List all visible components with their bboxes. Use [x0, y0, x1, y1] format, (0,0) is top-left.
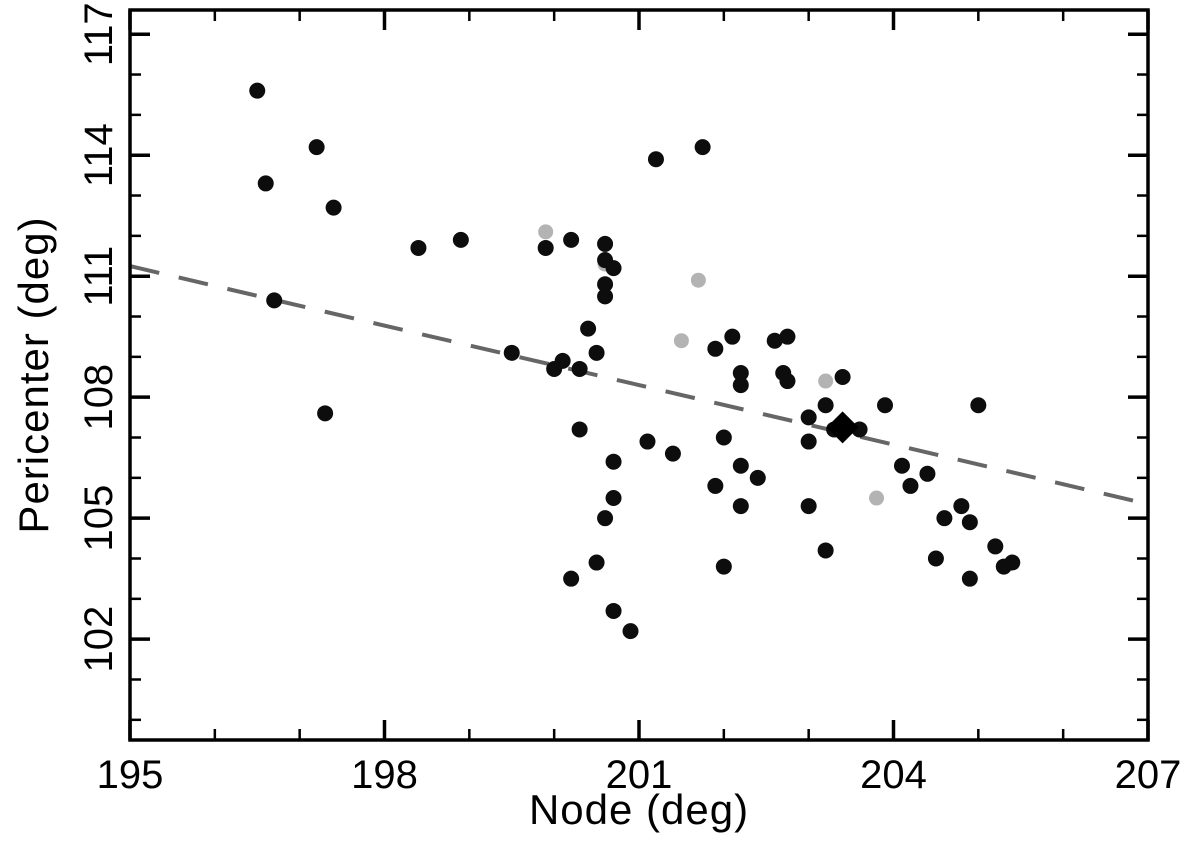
point-marker	[563, 570, 580, 587]
gray-points	[538, 224, 885, 506]
point-marker	[308, 139, 325, 156]
point-marker	[800, 498, 817, 515]
point-marker	[249, 82, 266, 99]
point-marker	[869, 490, 885, 506]
point-marker	[317, 405, 334, 422]
point-marker	[588, 344, 605, 361]
point-marker	[571, 421, 588, 438]
point-marker	[605, 260, 622, 277]
trend-line	[129, 264, 1149, 507]
point-marker	[605, 490, 622, 507]
point-marker	[664, 445, 681, 462]
point-marker	[588, 554, 605, 571]
y-tick-label: 114	[77, 123, 121, 187]
black-points	[249, 82, 1021, 640]
point-marker	[597, 510, 614, 527]
point-marker	[779, 328, 796, 345]
point-marker	[673, 333, 689, 349]
x-tick-label: 195	[97, 753, 164, 797]
y-tick-label: 105	[77, 485, 121, 552]
point-marker	[834, 369, 851, 386]
plot-frame	[128, 8, 1150, 742]
point-marker	[927, 550, 944, 567]
point-marker	[410, 239, 427, 256]
point-marker	[936, 510, 953, 527]
point-marker	[766, 332, 783, 349]
point-marker	[266, 292, 283, 309]
point-marker	[818, 373, 834, 389]
point-marker	[732, 498, 749, 515]
point-marker	[724, 328, 741, 345]
y-axis-label: Pericenter (deg)	[10, 216, 57, 534]
y-tick-label: 117	[77, 2, 121, 66]
point-marker	[537, 239, 554, 256]
y-tick-label: 102	[77, 606, 121, 673]
point-marker	[597, 288, 614, 305]
point-marker	[800, 409, 817, 426]
point-marker	[1004, 554, 1021, 571]
point-marker	[605, 453, 622, 470]
point-marker	[571, 360, 588, 377]
point-marker	[622, 623, 639, 640]
point-marker	[817, 397, 834, 414]
point-marker	[749, 469, 766, 486]
point-marker	[732, 377, 749, 394]
point-marker	[690, 272, 706, 288]
point-marker	[877, 397, 894, 414]
point-marker	[707, 340, 724, 357]
point-marker	[580, 320, 597, 337]
point-marker	[605, 602, 622, 619]
point-marker	[503, 344, 520, 361]
point-marker	[779, 373, 796, 390]
point-marker	[597, 235, 614, 252]
y-tick-label: 111	[77, 246, 121, 307]
point-marker	[694, 139, 711, 156]
point-marker	[546, 360, 563, 377]
point-marker	[639, 433, 656, 450]
tick-labels: 195 198 201 204 207 102 105 108 111 114 117	[77, 2, 1181, 797]
point-marker	[715, 429, 732, 446]
point-marker	[563, 231, 580, 248]
point-marker	[893, 457, 910, 474]
point-marker	[597, 276, 614, 293]
ticks	[128, 10, 1150, 740]
x-tick-label: 204	[860, 753, 927, 797]
point-marker	[732, 457, 749, 474]
highlight-diamond	[826, 411, 859, 444]
point-marker	[647, 151, 664, 168]
point-marker	[919, 465, 936, 482]
point-marker	[325, 199, 342, 216]
point-marker	[970, 397, 987, 414]
point-marker	[987, 538, 1004, 555]
x-tick-label: 201	[606, 753, 673, 797]
point-marker	[902, 477, 919, 494]
x-tick-label: 207	[1115, 753, 1182, 797]
point-marker	[961, 570, 978, 587]
point-marker	[953, 498, 970, 515]
point-marker	[257, 175, 274, 192]
diamond-marker	[826, 411, 859, 444]
point-marker	[800, 433, 817, 450]
point-marker	[538, 224, 554, 240]
x-tick-label: 198	[351, 753, 418, 797]
point-marker	[715, 558, 732, 575]
point-marker	[732, 364, 749, 381]
point-marker	[961, 514, 978, 531]
point-marker	[817, 542, 834, 559]
y-tick-label: 108	[77, 364, 121, 431]
point-marker	[452, 231, 469, 248]
point-marker	[707, 477, 724, 494]
x-axis-label: Node (deg)	[528, 786, 750, 833]
